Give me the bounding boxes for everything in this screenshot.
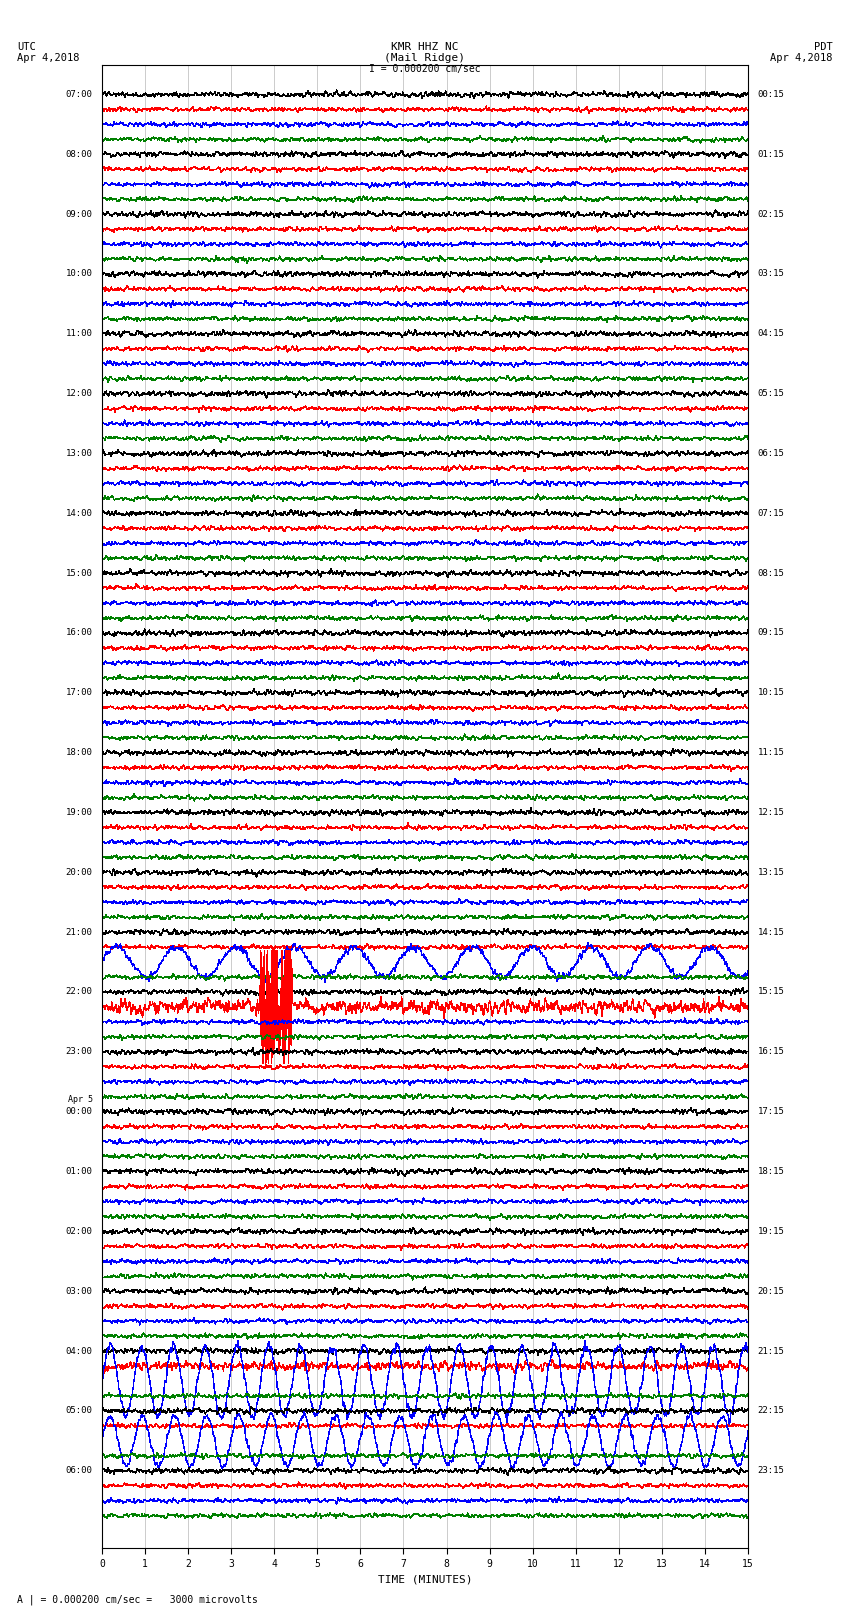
Text: 16:15: 16:15 [757, 1047, 785, 1057]
Text: 03:00: 03:00 [65, 1287, 93, 1295]
Text: 01:15: 01:15 [757, 150, 785, 158]
Text: 12:15: 12:15 [757, 808, 785, 816]
Text: 05:15: 05:15 [757, 389, 785, 398]
Text: 14:00: 14:00 [65, 508, 93, 518]
Text: 11:15: 11:15 [757, 748, 785, 756]
Text: 00:00: 00:00 [65, 1107, 93, 1116]
Text: 06:00: 06:00 [65, 1466, 93, 1476]
Text: 09:00: 09:00 [65, 210, 93, 219]
X-axis label: TIME (MINUTES): TIME (MINUTES) [377, 1574, 473, 1584]
Text: 20:15: 20:15 [757, 1287, 785, 1295]
Text: 00:15: 00:15 [757, 90, 785, 98]
Text: 21:15: 21:15 [757, 1347, 785, 1355]
Text: 14:15: 14:15 [757, 927, 785, 937]
Text: Apr 5: Apr 5 [67, 1095, 93, 1105]
Text: 07:15: 07:15 [757, 508, 785, 518]
Text: 22:00: 22:00 [65, 987, 93, 997]
Text: 23:00: 23:00 [65, 1047, 93, 1057]
Text: 17:00: 17:00 [65, 689, 93, 697]
Text: KMR HHZ NC: KMR HHZ NC [391, 42, 459, 52]
Text: 18:00: 18:00 [65, 748, 93, 756]
Text: 18:15: 18:15 [757, 1168, 785, 1176]
Text: 15:15: 15:15 [757, 987, 785, 997]
Text: (Mail Ridge): (Mail Ridge) [384, 53, 466, 63]
Text: 21:00: 21:00 [65, 927, 93, 937]
Text: 02:15: 02:15 [757, 210, 785, 219]
Text: 12:00: 12:00 [65, 389, 93, 398]
Text: 03:15: 03:15 [757, 269, 785, 279]
Text: 04:15: 04:15 [757, 329, 785, 339]
Text: 08:15: 08:15 [757, 569, 785, 577]
Text: A | = 0.000200 cm/sec =   3000 microvolts: A | = 0.000200 cm/sec = 3000 microvolts [17, 1594, 258, 1605]
Text: I = 0.000200 cm/sec: I = 0.000200 cm/sec [369, 65, 481, 74]
Text: 04:00: 04:00 [65, 1347, 93, 1355]
Text: 10:15: 10:15 [757, 689, 785, 697]
Text: PDT: PDT [814, 42, 833, 52]
Text: 17:15: 17:15 [757, 1107, 785, 1116]
Text: 22:15: 22:15 [757, 1407, 785, 1415]
Text: 23:15: 23:15 [757, 1466, 785, 1476]
Text: 05:00: 05:00 [65, 1407, 93, 1415]
Text: 16:00: 16:00 [65, 629, 93, 637]
Text: 10:00: 10:00 [65, 269, 93, 279]
Text: 02:00: 02:00 [65, 1227, 93, 1236]
Text: UTC: UTC [17, 42, 36, 52]
Text: 07:00: 07:00 [65, 90, 93, 98]
Text: 19:15: 19:15 [757, 1227, 785, 1236]
Text: 09:15: 09:15 [757, 629, 785, 637]
Text: 13:15: 13:15 [757, 868, 785, 877]
Text: 11:00: 11:00 [65, 329, 93, 339]
Text: 15:00: 15:00 [65, 569, 93, 577]
Text: 06:15: 06:15 [757, 448, 785, 458]
Text: 13:00: 13:00 [65, 448, 93, 458]
Text: 20:00: 20:00 [65, 868, 93, 877]
Text: 19:00: 19:00 [65, 808, 93, 816]
Text: Apr 4,2018: Apr 4,2018 [770, 53, 833, 63]
Text: Apr 4,2018: Apr 4,2018 [17, 53, 80, 63]
Text: 08:00: 08:00 [65, 150, 93, 158]
Text: 01:00: 01:00 [65, 1168, 93, 1176]
